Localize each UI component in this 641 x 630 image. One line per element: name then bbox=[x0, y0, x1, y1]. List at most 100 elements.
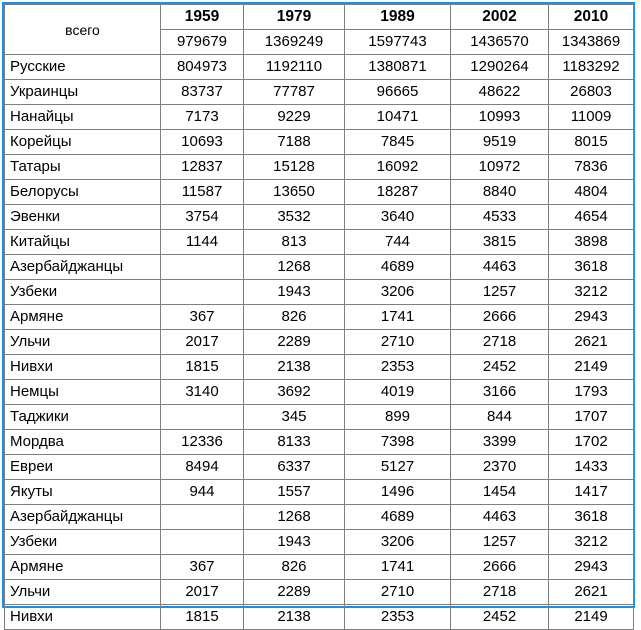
population-value: 2666 bbox=[450, 304, 549, 330]
population-value: 4689 bbox=[344, 504, 451, 530]
ethnic-group-name: Эвенки bbox=[4, 204, 161, 230]
population-value: 96665 bbox=[344, 79, 451, 105]
population-value: 4689 bbox=[344, 254, 451, 280]
ethnic-group-name: Азербайджанцы bbox=[4, 254, 161, 280]
population-value: 10972 bbox=[450, 154, 549, 180]
year-header: 1979 bbox=[243, 4, 345, 30]
population-value: 6337 bbox=[243, 454, 345, 480]
table-row: Азербайджанцы 1268 4689 4463 3618 bbox=[4, 254, 634, 280]
year-header: 2010 bbox=[548, 4, 634, 30]
population-value: 26803 bbox=[548, 79, 634, 105]
population-value: 3640 bbox=[344, 204, 451, 230]
ethnic-group-name: Украинцы bbox=[4, 79, 161, 105]
ethnic-group-name: Нивхи bbox=[4, 354, 161, 380]
population-value: 2718 bbox=[450, 579, 549, 605]
ethnic-group-name: Узбеки bbox=[4, 279, 161, 305]
population-value: 2289 bbox=[243, 329, 345, 355]
population-value: 1268 bbox=[243, 254, 345, 280]
population-value: 1741 bbox=[344, 554, 451, 580]
ethnic-group-name: Якуты bbox=[4, 479, 161, 505]
year-header: 1959 bbox=[160, 4, 244, 30]
population-value: 2943 bbox=[548, 554, 634, 580]
year-header-row: всего 1959 1979 1989 2002 2010 bbox=[4, 4, 634, 55]
corner-label: всего bbox=[4, 4, 161, 55]
table-row: Ульчи 2017 2289 2710 2718 2621 bbox=[4, 579, 634, 605]
total-value: 1343869 bbox=[548, 29, 634, 55]
ethnic-group-name: Евреи bbox=[4, 454, 161, 480]
population-value: 1557 bbox=[243, 479, 345, 505]
table-row: Русские 804973 1192110 1380871 1290264 118329… bbox=[4, 54, 634, 80]
population-value: 1192110 bbox=[243, 54, 345, 80]
table-row: Армяне 367 826 1741 2666 2943 bbox=[4, 554, 634, 580]
population-value: 9519 bbox=[450, 129, 549, 155]
population-value: 2138 bbox=[243, 604, 345, 630]
population-value: 10471 bbox=[344, 104, 451, 130]
table-row: Таджики 345 899 844 1707 bbox=[4, 404, 634, 430]
population-value: 8840 bbox=[450, 179, 549, 205]
population-value: 7173 bbox=[160, 104, 244, 130]
population-value: 18287 bbox=[344, 179, 451, 205]
population-value bbox=[160, 254, 244, 280]
ethnic-group-name: Таджики bbox=[4, 404, 161, 430]
population-value: 4463 bbox=[450, 254, 549, 280]
population-value: 1257 bbox=[450, 279, 549, 305]
population-value: 1707 bbox=[548, 404, 634, 430]
population-value: 83737 bbox=[160, 79, 244, 105]
year-header: 1989 bbox=[344, 4, 451, 30]
population-value: 2289 bbox=[243, 579, 345, 605]
population-value: 813 bbox=[243, 229, 345, 255]
population-value bbox=[160, 279, 244, 305]
population-value: 4019 bbox=[344, 379, 451, 405]
population-value: 2017 bbox=[160, 329, 244, 355]
population-value: 1496 bbox=[344, 479, 451, 505]
ethnic-group-name: Русские bbox=[4, 54, 161, 80]
population-value: 3754 bbox=[160, 204, 244, 230]
population-table: всего 1959 1979 1989 2002 2010 979679 13… bbox=[4, 4, 634, 630]
population-value: 7188 bbox=[243, 129, 345, 155]
population-value: 367 bbox=[160, 304, 244, 330]
ethnic-group-name: Армяне bbox=[4, 304, 161, 330]
table-row: Узбеки 1943 3206 1257 3212 bbox=[4, 529, 634, 555]
population-value: 12336 bbox=[160, 429, 244, 455]
population-value: 2452 bbox=[450, 354, 549, 380]
population-value: 2370 bbox=[450, 454, 549, 480]
ethnic-group-name: Азербайджанцы bbox=[4, 504, 161, 530]
population-value: 10693 bbox=[160, 129, 244, 155]
population-value: 3212 bbox=[548, 529, 634, 555]
population-value: 4804 bbox=[548, 179, 634, 205]
population-value: 899 bbox=[344, 404, 451, 430]
ethnic-group-name: Узбеки bbox=[4, 529, 161, 555]
population-value: 2353 bbox=[344, 354, 451, 380]
table-row: Мордва 12336 8133 7398 3399 1702 bbox=[4, 429, 634, 455]
total-value: 979679 bbox=[160, 29, 244, 55]
population-value: 3532 bbox=[243, 204, 345, 230]
population-value: 2666 bbox=[450, 554, 549, 580]
population-value: 345 bbox=[243, 404, 345, 430]
population-value: 3206 bbox=[344, 529, 451, 555]
ethnic-group-name: Нанайцы bbox=[4, 104, 161, 130]
population-value: 10993 bbox=[450, 104, 549, 130]
table-row: Нанайцы 7173 9229 10471 10993 11009 bbox=[4, 104, 634, 130]
population-value: 77787 bbox=[243, 79, 345, 105]
population-value: 1268 bbox=[243, 504, 345, 530]
population-value: 8015 bbox=[548, 129, 634, 155]
table-row: Евреи 8494 6337 5127 2370 1433 bbox=[4, 454, 634, 480]
population-value: 1433 bbox=[548, 454, 634, 480]
population-value: 844 bbox=[450, 404, 549, 430]
total-value: 1436570 bbox=[450, 29, 549, 55]
population-value: 2710 bbox=[344, 579, 451, 605]
ethnic-group-name: Нивхи bbox=[4, 604, 161, 630]
table-row: Якуты 944 1557 1496 1454 1417 bbox=[4, 479, 634, 505]
population-value: 48622 bbox=[450, 79, 549, 105]
population-value bbox=[160, 529, 244, 555]
population-value: 3206 bbox=[344, 279, 451, 305]
year-header: 2002 bbox=[450, 4, 549, 30]
population-value: 3399 bbox=[450, 429, 549, 455]
population-value: 8133 bbox=[243, 429, 345, 455]
population-value: 11587 bbox=[160, 179, 244, 205]
population-value: 3898 bbox=[548, 229, 634, 255]
population-value: 3618 bbox=[548, 254, 634, 280]
population-value: 826 bbox=[243, 554, 345, 580]
population-value: 1943 bbox=[243, 279, 345, 305]
